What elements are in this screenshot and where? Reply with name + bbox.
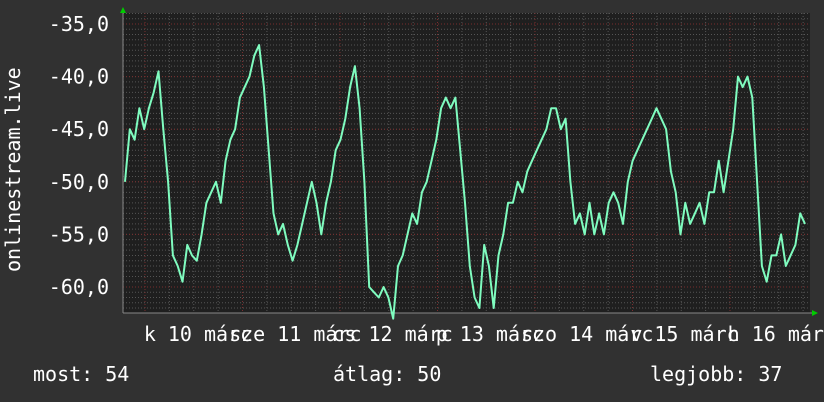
x-tick-label: szo 14 márc — [521, 322, 653, 346]
y-tick-label: -40,0 — [49, 65, 109, 89]
data-series-line — [124, 44, 806, 320]
x-axis-arrow — [812, 310, 818, 316]
y-tick-label: -45,0 — [49, 117, 109, 141]
plot-area — [123, 13, 810, 313]
x-tick-label: h 16 márc — [728, 322, 824, 346]
average-value: átlag: 50 — [333, 362, 442, 386]
x-tick-label: sze 11 márc — [229, 322, 361, 346]
y-axis-title: onlinestream.live — [1, 67, 25, 272]
y-tick-label: -35,0 — [49, 12, 109, 36]
x-tick-label: k 10 márc — [144, 322, 252, 346]
y-tick-label: -60,0 — [49, 275, 109, 299]
current-value: most: 54 — [33, 362, 130, 386]
y-tick-label: -50,0 — [49, 170, 109, 194]
best-value: legjobb: 37 — [650, 362, 783, 386]
y-tick-label: -55,0 — [49, 222, 109, 246]
y-axis-arrow — [120, 7, 126, 13]
x-tick-label: v 15 márc — [630, 322, 738, 346]
x-tick-label: cs 12 márc — [332, 322, 452, 346]
x-tick-label: p 13 márc — [436, 322, 544, 346]
